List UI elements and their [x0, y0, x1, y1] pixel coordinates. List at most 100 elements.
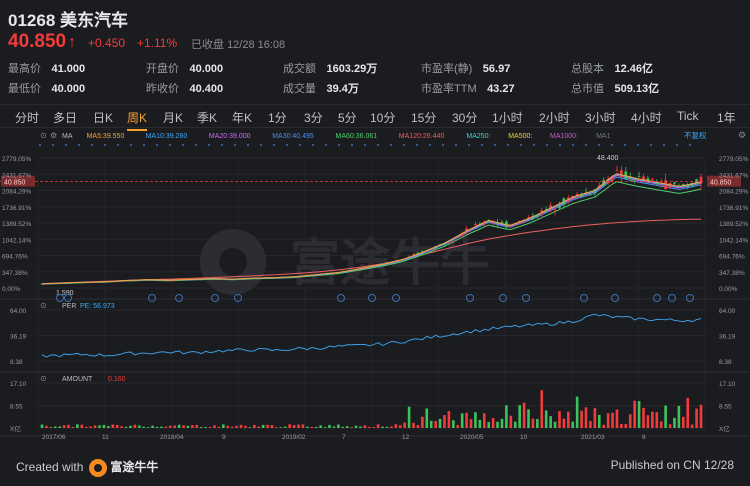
amount-axis-label-right: X亿	[719, 424, 730, 433]
tab-11[interactable]: 10分	[370, 111, 396, 125]
tab-6[interactable]: 季K	[197, 111, 218, 125]
volume-bar	[124, 426, 128, 428]
volume-bar	[164, 426, 168, 428]
tab-10[interactable]: 5分	[338, 111, 357, 125]
volume-bar	[412, 422, 415, 428]
event-icon	[56, 294, 64, 302]
volume-bar	[266, 424, 269, 428]
volume-bar	[120, 426, 123, 428]
volume-bar	[655, 412, 659, 428]
event-icon	[337, 294, 345, 302]
ma-legend-item: MA250:	[466, 133, 490, 140]
volume-bar	[98, 425, 101, 428]
volume-bar	[695, 408, 698, 428]
per-axis-label-left: 8.38	[10, 359, 23, 366]
tab-7[interactable]: 年K	[232, 111, 253, 125]
tab-13[interactable]: 30分	[452, 111, 478, 125]
marker-dot	[624, 144, 626, 146]
marker-dot	[403, 144, 405, 146]
volume-bar	[602, 424, 605, 428]
candle-body	[456, 237, 460, 238]
volume-bar	[191, 425, 194, 428]
tab-1[interactable]: 分时	[15, 111, 40, 125]
x-axis-label: 12	[402, 434, 410, 441]
tab-15[interactable]: 2小时	[539, 111, 570, 125]
volume-bar	[637, 401, 641, 428]
main-axis-label-left: 2431.67%	[2, 172, 31, 179]
event-icon	[466, 294, 474, 302]
event-icon	[668, 294, 676, 302]
volume-bar	[575, 396, 579, 428]
volume-bar	[173, 425, 176, 428]
volume-bar	[213, 425, 216, 428]
volume-bar	[394, 424, 398, 428]
volume-bar	[646, 415, 650, 428]
tab-2[interactable]: 多日	[53, 111, 78, 125]
volume-bar	[138, 425, 141, 428]
candle-body	[509, 225, 513, 227]
volume-bar	[133, 424, 137, 428]
volume-bar	[496, 421, 499, 428]
volume-bar	[76, 424, 79, 428]
volume-bar	[359, 426, 362, 428]
tab-17[interactable]: 4小时	[631, 111, 662, 125]
candle-body	[637, 176, 641, 178]
candle-body	[146, 279, 150, 281]
amount-label: AMOUNT	[62, 376, 93, 383]
main-axis-label-left: 2084.29%	[2, 189, 31, 196]
tab-19[interactable]: 1年	[717, 111, 736, 125]
candle-body	[354, 269, 358, 271]
candle-body	[527, 217, 530, 219]
tab-5[interactable]: 月K	[163, 111, 184, 125]
tab-8[interactable]: 1分	[268, 111, 287, 125]
kline-chart[interactable]: 富途牛牛 ⊙ ⚙ MA MA5:39.550 MA10:39.260 MA20:39.00…	[0, 128, 750, 444]
volume-bar	[58, 426, 61, 428]
volume-bar	[80, 424, 84, 428]
volume-bar	[487, 422, 491, 428]
marker-dot	[546, 144, 548, 146]
candle-body	[305, 275, 309, 277]
volume-bar	[664, 405, 667, 428]
volume-bar	[40, 424, 44, 428]
candle-body	[367, 267, 371, 268]
volume-bar	[403, 422, 406, 428]
marker-dot	[325, 144, 327, 146]
stock-code: 01268	[8, 11, 56, 30]
tab-16[interactable]: 3小时	[585, 111, 616, 125]
volume-bar	[235, 425, 238, 428]
marker-dot	[611, 144, 613, 146]
amount-axis-label-right: 17.10	[719, 381, 736, 388]
tab-9[interactable]: 3分	[304, 111, 323, 125]
volume-bar	[261, 424, 265, 428]
marker-dot	[533, 144, 535, 146]
volume-bar	[690, 424, 694, 428]
tab-12[interactable]: 15分	[411, 111, 437, 125]
volume-bar	[146, 427, 150, 428]
volume-bar	[239, 424, 243, 428]
stat-low: 最低价 40.000	[8, 83, 86, 95]
tab-18[interactable]: Tick	[677, 109, 699, 123]
tab-4[interactable]: 周K	[127, 111, 148, 131]
marker-dot	[52, 144, 54, 146]
volume-bar	[474, 412, 477, 428]
amount-axis-label-left: 17.10	[10, 381, 27, 388]
volume-bar	[571, 421, 575, 428]
price-change: +0.450	[88, 36, 126, 50]
per-axis-label-right: 8.38	[719, 359, 732, 366]
candle-body	[593, 189, 597, 194]
volume-bar	[522, 402, 526, 428]
tab-14[interactable]: 1小时	[492, 111, 523, 125]
volume-bar	[513, 421, 517, 428]
volume-bar	[589, 421, 592, 428]
candle-body	[363, 268, 367, 269]
marker-dot	[104, 144, 106, 146]
event-icon	[522, 294, 530, 302]
watermark-logo-inner	[219, 248, 247, 276]
marker-dot	[234, 144, 236, 146]
tab-3[interactable]: 日K	[93, 111, 114, 125]
volume-bar	[425, 408, 429, 428]
main-axis-label-right: 694.76%	[719, 254, 745, 261]
volume-bar	[673, 417, 676, 428]
volume-bar	[584, 407, 588, 428]
main-axis-label-left: 1736.91%	[2, 205, 31, 212]
